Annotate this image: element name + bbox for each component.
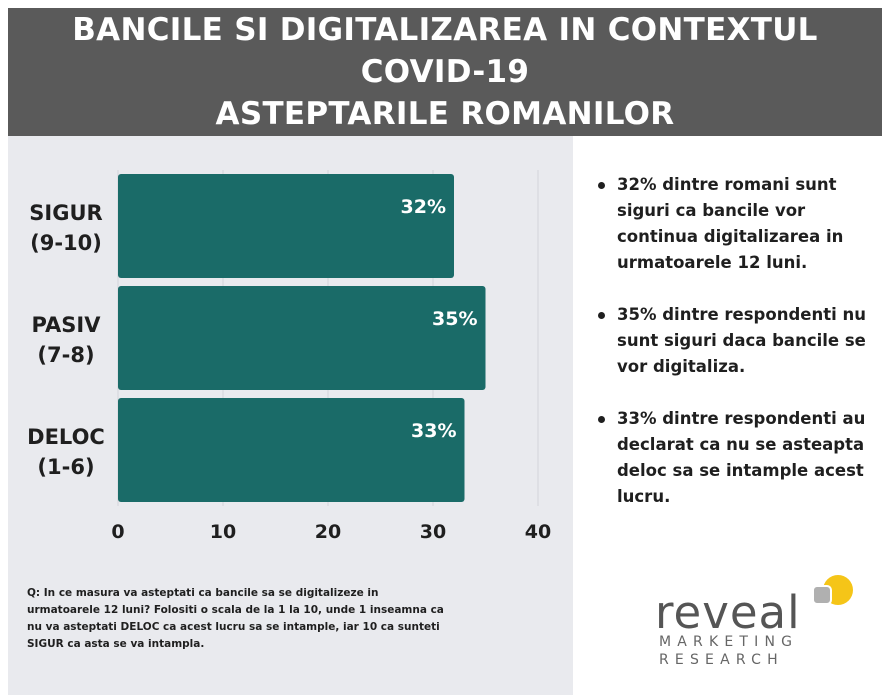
logo-subtitle-1: MARKETING [659, 634, 799, 650]
finding-item: 35% dintre respondenti nu sunt siguri da… [595, 302, 880, 380]
logo-mark-icon [812, 575, 853, 605]
bar-value-label: 35% [432, 308, 477, 330]
category-range-label: (7-8) [37, 343, 94, 367]
category-label: PASIV [32, 313, 102, 337]
finding-text: 35% dintre respondenti nu sunt siguri da… [617, 305, 866, 376]
bar [118, 174, 454, 278]
x-tick-label: 20 [315, 521, 341, 543]
category-range-label: (9-10) [30, 231, 102, 255]
finding-text: 32% dintre romani sunt siguri ca bancile… [617, 175, 844, 272]
logo-wordmark: reveal [655, 586, 801, 639]
bullet-icon [598, 182, 605, 189]
bar-value-label: 33% [411, 420, 456, 442]
bar-value-label: 32% [401, 196, 446, 218]
x-tick-label: 10 [210, 521, 236, 543]
category-label: DELOC [27, 425, 105, 449]
bar-chart: 0 10 20 30 40 32% SIGUR (9-10) 35% PASIV (7-8) 33% D… [27, 170, 551, 543]
logo-subtitle-2: RESEARCH [659, 652, 784, 668]
x-tick-label: 0 [111, 521, 124, 543]
key-findings-list: 32% dintre romani sunt siguri ca bancile… [595, 172, 880, 536]
category-range-label: (1-6) [37, 455, 94, 479]
title-line-1: BANCILE SI DIGITALIZAREA IN CONTEXTUL CO… [72, 12, 818, 90]
bullet-icon [598, 312, 605, 319]
finding-text: 33% dintre respondenti au declarat ca nu… [617, 409, 866, 506]
title-line-2: ASTEPTARILE ROMANILOR [215, 96, 675, 132]
category-label: SIGUR [29, 201, 102, 225]
header-banner: BANCILE SI DIGITALIZAREA IN CONTEXTUL CO… [8, 8, 882, 136]
bar [118, 398, 465, 502]
reveal-logo: reveal MARKETING RESEARCH [655, 572, 865, 672]
finding-item: 32% dintre romani sunt siguri ca bancile… [595, 172, 880, 276]
x-tick-label: 40 [525, 521, 551, 543]
bar [118, 286, 486, 390]
x-tick-label: 30 [420, 521, 446, 543]
finding-item: 33% dintre respondenti au declarat ca nu… [595, 406, 880, 510]
bullet-icon [598, 416, 605, 423]
question-footnote: Q: In ce masura va asteptati ca bancile … [27, 587, 444, 650]
